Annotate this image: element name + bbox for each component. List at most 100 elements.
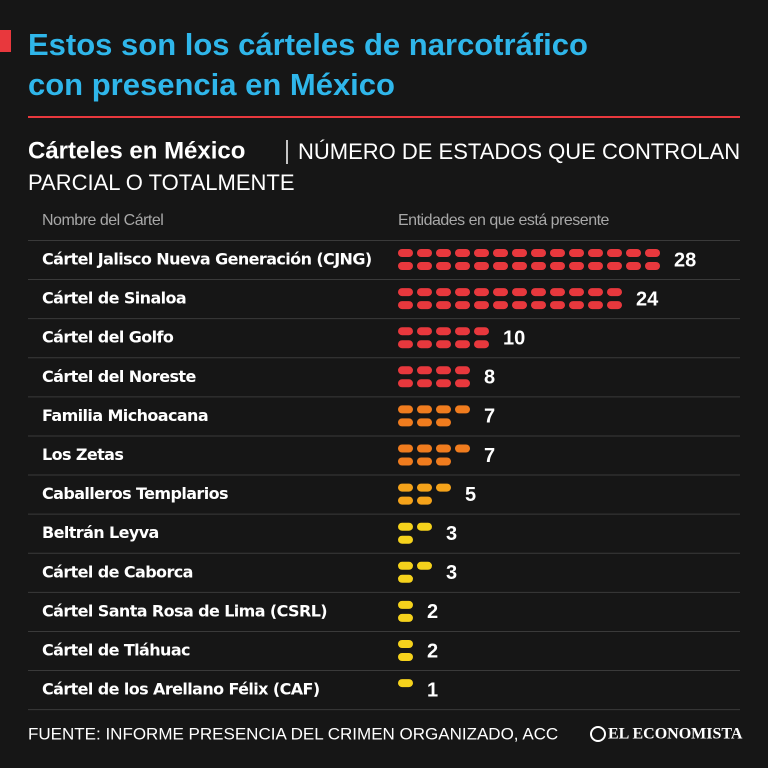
pill bbox=[607, 262, 622, 270]
pill bbox=[550, 262, 565, 270]
row-label: Los Zetas bbox=[42, 445, 123, 464]
pill bbox=[417, 561, 432, 570]
pill bbox=[436, 249, 451, 257]
row-label: Beltrán Leyva bbox=[42, 523, 159, 542]
value-label: 28 bbox=[674, 249, 696, 271]
pill bbox=[417, 405, 432, 414]
pill bbox=[512, 262, 527, 270]
row-label: Cártel de Tláhuac bbox=[42, 641, 190, 660]
subtitle-bold: Cárteles en México bbox=[28, 137, 245, 164]
row-label: Cártel Santa Rosa de Lima (CSRL) bbox=[42, 601, 327, 620]
pill bbox=[436, 405, 451, 414]
pill bbox=[626, 249, 641, 257]
pill bbox=[417, 444, 432, 453]
pill bbox=[398, 457, 413, 466]
value-label: 8 bbox=[484, 367, 495, 389]
pill bbox=[569, 262, 584, 270]
pill-group bbox=[398, 561, 432, 583]
pill bbox=[398, 366, 413, 375]
pill bbox=[398, 444, 413, 453]
pill bbox=[398, 640, 413, 648]
pill bbox=[417, 483, 432, 492]
value-label: 2 bbox=[427, 601, 438, 623]
pill bbox=[398, 613, 413, 622]
pill bbox=[474, 288, 489, 297]
pill bbox=[455, 379, 470, 388]
pill bbox=[455, 327, 470, 336]
value-label: 10 bbox=[503, 327, 525, 349]
column-header: Entidades en que está presente bbox=[398, 212, 610, 229]
pill bbox=[474, 262, 489, 270]
pill bbox=[398, 418, 413, 427]
pill bbox=[626, 262, 641, 270]
row-label: Cártel del Noreste bbox=[42, 367, 196, 386]
pill bbox=[455, 288, 470, 297]
pill bbox=[417, 249, 432, 257]
pill bbox=[417, 418, 432, 427]
row-label: Caballeros Templarios bbox=[42, 484, 228, 503]
pill bbox=[436, 366, 451, 375]
pill bbox=[645, 249, 660, 257]
pill bbox=[550, 301, 565, 310]
pill bbox=[417, 366, 432, 375]
brand: EL ECONOMISTA bbox=[608, 726, 743, 743]
pill bbox=[398, 405, 413, 414]
pill bbox=[398, 535, 413, 544]
pill bbox=[569, 249, 584, 257]
pill bbox=[436, 418, 451, 427]
pill bbox=[455, 262, 470, 270]
pill bbox=[436, 379, 451, 388]
pill bbox=[436, 262, 451, 270]
pill bbox=[550, 249, 565, 257]
pill bbox=[550, 288, 565, 297]
pill bbox=[455, 301, 470, 310]
pill bbox=[436, 301, 451, 310]
pill bbox=[398, 679, 413, 688]
pill bbox=[417, 522, 432, 531]
pill bbox=[474, 301, 489, 310]
pill bbox=[493, 288, 508, 297]
pill bbox=[474, 327, 489, 336]
pill bbox=[436, 327, 451, 336]
pill bbox=[455, 366, 470, 375]
pill bbox=[417, 457, 432, 466]
pill bbox=[569, 301, 584, 310]
pill bbox=[398, 288, 413, 297]
row-label: Familia Michoacana bbox=[42, 406, 208, 425]
pill bbox=[512, 288, 527, 297]
pill bbox=[569, 288, 584, 297]
brand-icon bbox=[590, 726, 606, 742]
pill bbox=[607, 249, 622, 257]
pill bbox=[493, 301, 508, 310]
pill bbox=[398, 496, 413, 505]
pill bbox=[398, 653, 413, 661]
row-label: Cártel Jalisco Nueva Generación (CJNG) bbox=[42, 250, 372, 269]
pill bbox=[398, 379, 413, 388]
pill bbox=[398, 600, 413, 609]
pill bbox=[531, 262, 546, 270]
pill bbox=[455, 444, 470, 453]
pill bbox=[417, 301, 432, 310]
subtitle-line: PARCIAL O TOTALMENTE bbox=[28, 170, 295, 195]
pill bbox=[398, 262, 413, 270]
pill-group bbox=[398, 522, 432, 544]
pill bbox=[417, 288, 432, 297]
title-line: Estos son los cárteles de narcotráfico bbox=[28, 27, 588, 62]
title-line: con presencia en México bbox=[28, 67, 395, 102]
pill bbox=[588, 288, 603, 297]
pill bbox=[417, 327, 432, 336]
pill bbox=[417, 262, 432, 270]
pill bbox=[455, 249, 470, 257]
pill bbox=[531, 301, 546, 310]
pill bbox=[398, 340, 413, 349]
pill-group bbox=[398, 366, 470, 388]
pill bbox=[474, 249, 489, 257]
pill bbox=[398, 327, 413, 336]
pill-group bbox=[398, 600, 413, 622]
value-label: 7 bbox=[484, 406, 495, 428]
pill-group bbox=[398, 327, 489, 349]
pill-group bbox=[398, 679, 413, 688]
pill bbox=[588, 249, 603, 257]
